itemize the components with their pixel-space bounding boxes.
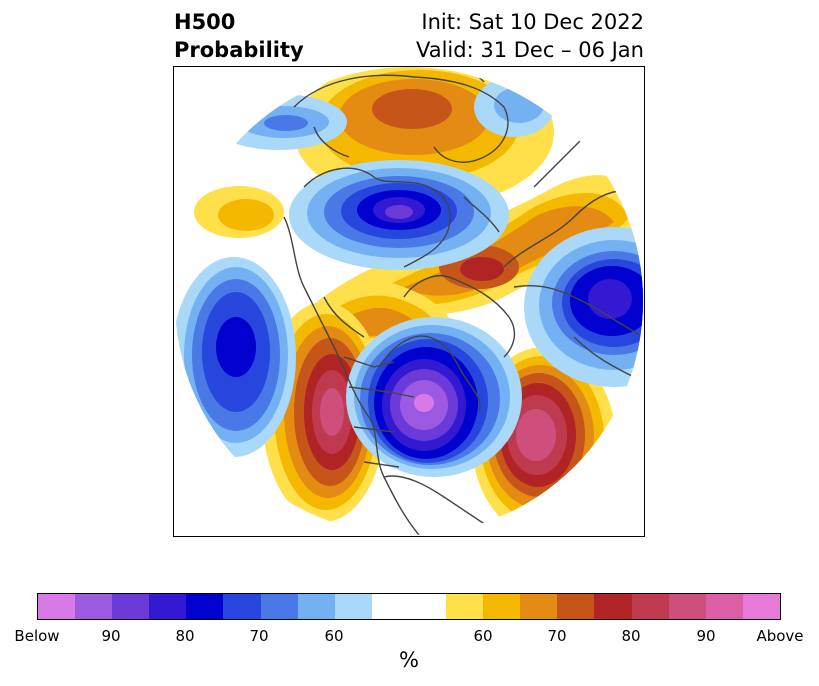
below-anomaly-aleutians: [211, 94, 347, 150]
colorbar-swatch: [149, 594, 187, 619]
colorbar-swatch: [668, 594, 706, 619]
colorbar-tick-label: 70: [249, 627, 269, 645]
below-anomaly-north-america: [346, 317, 522, 477]
colorbar-swatch: [260, 594, 298, 619]
colorbar: [37, 593, 781, 620]
probability-map: [173, 66, 645, 537]
colorbar-swatch: [483, 594, 521, 619]
title-block-left: H500 Probability: [174, 8, 304, 64]
colorbar-tick-label: 80: [621, 627, 641, 645]
below-anomaly-east-pacific: [175, 257, 296, 457]
colorbar-swatch: [371, 594, 447, 619]
probability-shading: [175, 67, 643, 535]
colorbar-swatch: [520, 594, 558, 619]
valid-period: Valid: 31 Dec – 06 Jan: [415, 38, 644, 62]
title-block-right: Init: Sat 10 Dec 2022 Valid: 31 Dec – 06…: [416, 8, 644, 64]
colorbar-swatch: [705, 594, 743, 619]
colorbar-swatch: [557, 594, 595, 619]
title-variable: H500: [174, 10, 236, 34]
below-anomaly-arctic: [289, 160, 509, 270]
colorbar-swatch: [334, 594, 372, 619]
colorbar-swatch: [112, 594, 150, 619]
map-svg: [175, 67, 643, 535]
colorbar-swatch: [742, 594, 780, 619]
above-anomaly-north-pacific: [194, 186, 284, 238]
colorbar-swatch: [223, 594, 261, 619]
colorbar-tick-label: 60: [473, 627, 493, 645]
colorbar-tick-label: 60: [324, 627, 344, 645]
colorbar-tick-label: 70: [547, 627, 567, 645]
colorbar-swatch: [186, 594, 224, 619]
below-anomaly-europe: [524, 227, 643, 387]
colorbar-tick-label: 80: [175, 627, 195, 645]
colorbar-swatch: [297, 594, 335, 619]
colorbar-swatch: [446, 594, 484, 619]
above-anomaly-western-north-america: [262, 302, 386, 522]
colorbar-unit: %: [399, 648, 419, 672]
colorbar-swatch: [38, 594, 76, 619]
colorbar-swatch: [594, 594, 632, 619]
colorbar-tick-label: Below: [14, 627, 60, 645]
colorbar-tick-label: 90: [101, 627, 121, 645]
below-anomaly-scandinavia: [474, 77, 554, 137]
colorbar-swatch: [631, 594, 669, 619]
colorbar-tick-label: Above: [756, 627, 804, 645]
title-product: Probability: [174, 38, 304, 62]
colorbar-tick-label: 90: [696, 627, 716, 645]
init-time: Init: Sat 10 Dec 2022: [421, 10, 644, 34]
colorbar-swatch: [75, 594, 113, 619]
